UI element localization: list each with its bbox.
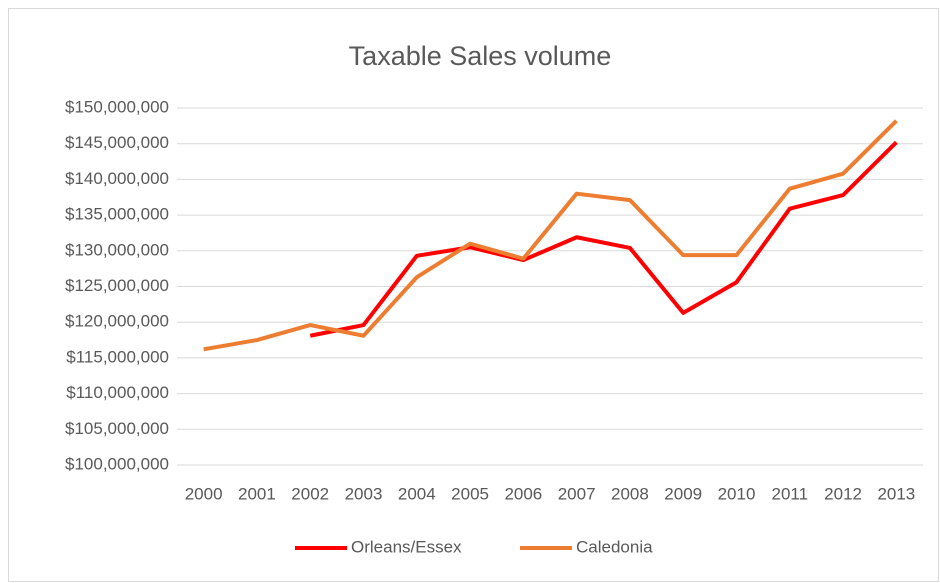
- x-tick-label: 2003: [345, 484, 383, 503]
- y-tick-label: $135,000,000: [65, 205, 169, 224]
- y-tick-label: $100,000,000: [65, 454, 169, 473]
- x-tick-label: 2013: [877, 484, 915, 503]
- y-tick-label: $145,000,000: [65, 133, 169, 152]
- x-tick-label: 2002: [291, 484, 329, 503]
- x-tick-label: 2004: [398, 484, 436, 503]
- x-tick-label: 2010: [718, 484, 756, 503]
- x-tick-label: 2001: [238, 484, 276, 503]
- y-tick-label: $120,000,000: [65, 312, 169, 331]
- line-series: [203, 119, 898, 352]
- x-tick-label: 2006: [504, 484, 542, 503]
- x-tick-label: 2000: [185, 484, 223, 503]
- chart-border: [8, 8, 939, 582]
- legend-label: Caledonia: [576, 537, 653, 556]
- chart-title: Taxable Sales volume: [349, 41, 612, 71]
- y-tick-label: $125,000,000: [65, 276, 169, 295]
- x-tick-label: 2008: [611, 484, 649, 503]
- y-tick-label: $130,000,000: [65, 240, 169, 259]
- x-tick-label: 2009: [664, 484, 702, 503]
- line-series: [309, 140, 898, 338]
- legend-label: Orleans/Essex: [351, 537, 462, 556]
- x-tick-label: 2005: [451, 484, 489, 503]
- y-tick-label: $140,000,000: [65, 169, 169, 188]
- x-tick-label: 2011: [772, 484, 809, 503]
- y-tick-label: $115,000,000: [66, 347, 169, 366]
- x-tick-label: 2012: [824, 484, 862, 503]
- y-tick-label: $110,000,000: [66, 383, 169, 402]
- x-tick-label: 2007: [558, 484, 596, 503]
- y-tick-label: $150,000,000: [65, 97, 169, 116]
- y-tick-label: $105,000,000: [65, 419, 169, 438]
